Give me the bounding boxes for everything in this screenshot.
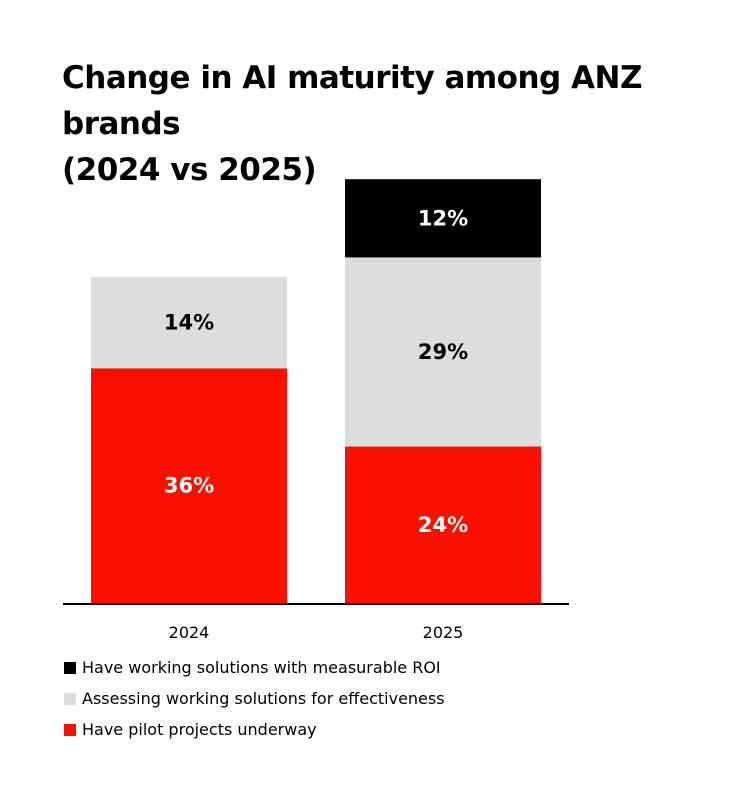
x-tick-label-2024: 2024 [169, 623, 210, 642]
chart-title: Change in AI maturity among ANZ brands (… [62, 55, 722, 193]
data-label-pilot-2024: 36% [164, 474, 214, 498]
legend: Have working solutions with measurable R… [64, 652, 445, 745]
legend-item-assessing: Assessing working solutions for effectiv… [64, 683, 445, 714]
legend-item-roi: Have working solutions with measurable R… [64, 652, 445, 683]
bar-assessing-2025 [345, 257, 541, 447]
data-label-pilot-2025: 24% [418, 513, 468, 537]
legend-label-pilot: Have pilot projects underway [82, 720, 317, 739]
chart-title-line-1: Change in AI maturity among ANZ brands [62, 60, 642, 142]
legend-swatch-pilot [64, 723, 76, 736]
bar-pilot-2024 [91, 368, 287, 603]
data-label-roi-2025: 12% [418, 206, 468, 230]
bar-label-group: 36% 14% 24% 29% 12% [164, 206, 468, 536]
legend-swatch-assessing [64, 692, 76, 705]
legend-swatch-roi [64, 661, 76, 674]
bar-roi-2025 [345, 179, 541, 258]
data-label-assessing-2025: 29% [418, 340, 468, 364]
legend-item-pilot: Have pilot projects underway [64, 714, 445, 745]
data-label-assessing-2024: 14% [164, 311, 214, 335]
bar-group [91, 179, 541, 603]
legend-label-roi: Have working solutions with measurable R… [82, 658, 441, 677]
x-tick-label-2025: 2025 [423, 623, 464, 642]
bar-pilot-2025 [345, 446, 541, 603]
x-tick-group: 2024 2025 [169, 623, 464, 642]
bar-assessing-2024 [91, 277, 287, 369]
legend-label-assessing: Assessing working solutions for effectiv… [82, 689, 445, 708]
chart-title-line-2: (2024 vs 2025) [62, 152, 317, 188]
